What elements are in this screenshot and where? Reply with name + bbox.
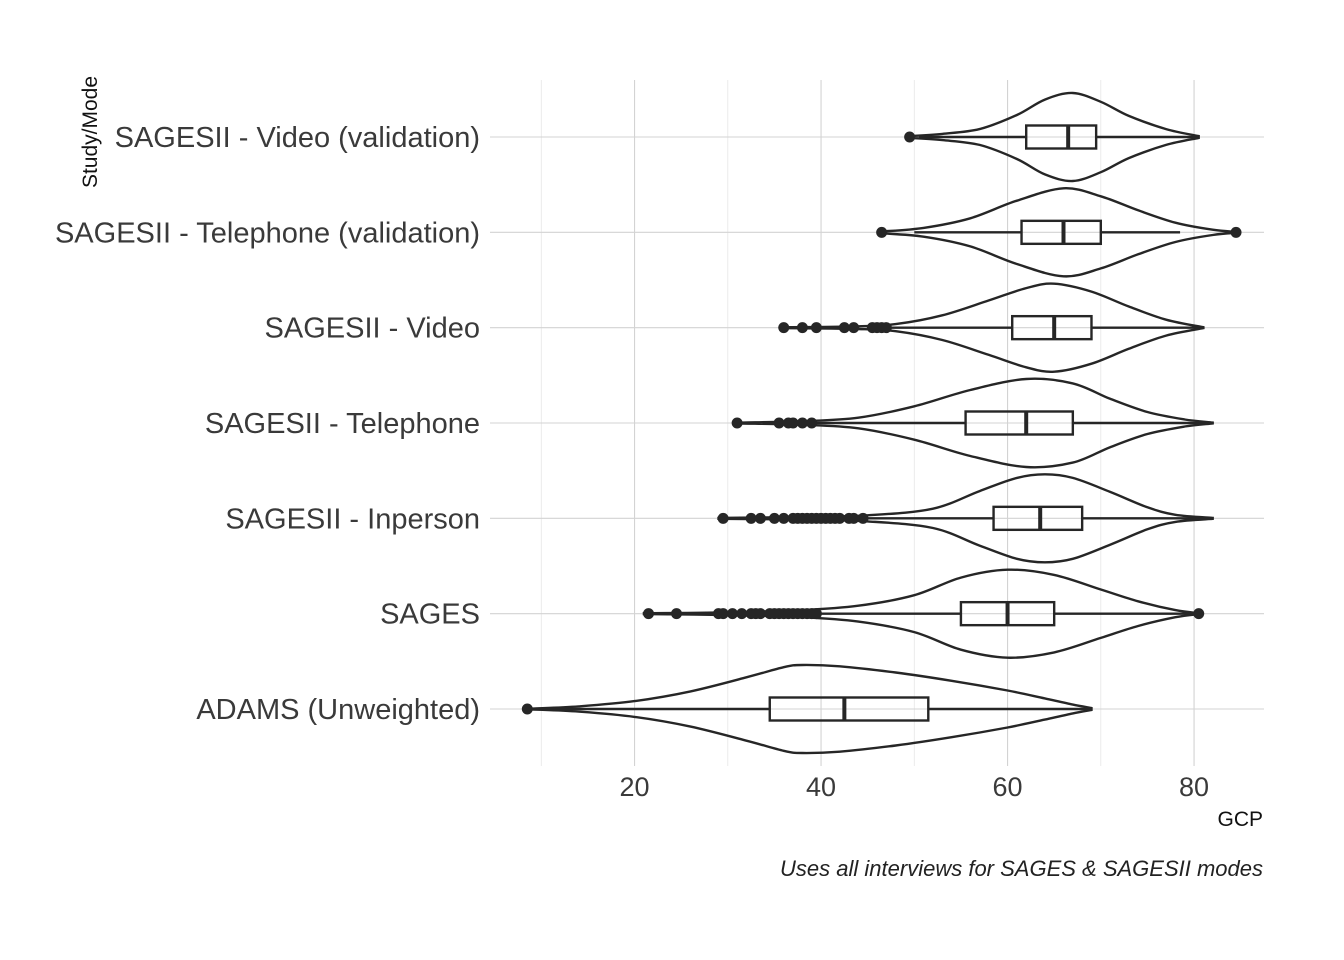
x-tick-label: 80 — [1179, 772, 1209, 802]
outlier-point — [810, 608, 822, 620]
outlier-point — [806, 417, 818, 429]
violin-group — [521, 663, 1093, 755]
outlier-point — [717, 608, 729, 620]
outlier-point — [834, 512, 846, 524]
outlier-point — [904, 131, 916, 143]
caption: Uses all interviews for SAGES & SAGESII … — [780, 856, 1263, 881]
category-label: SAGESII - Inperson — [225, 503, 480, 535]
outlier-point — [1230, 226, 1242, 238]
outlier-point — [1193, 608, 1205, 620]
violin-marks — [521, 91, 1242, 755]
outlier-point — [778, 512, 790, 524]
outlier-point — [857, 512, 869, 524]
outlier-point — [521, 703, 533, 715]
outlier-point — [880, 322, 892, 334]
box — [964, 410, 1075, 436]
violin-group — [642, 568, 1205, 659]
category-label: SAGES — [380, 599, 480, 631]
outlier-point — [754, 608, 766, 620]
outlier-point — [787, 417, 799, 429]
outlier-point — [796, 322, 808, 334]
y-axis-title: Study/Mode — [79, 76, 102, 188]
x-tick-label: 40 — [806, 772, 836, 802]
outlier-point — [768, 512, 780, 524]
box — [1011, 314, 1093, 341]
violin-group — [731, 377, 1214, 469]
outlier-point — [848, 512, 860, 524]
box — [1025, 124, 1098, 150]
outlier-point — [796, 417, 808, 429]
outlier-point — [717, 512, 729, 524]
category-label: SAGESII - Telephone (validation) — [55, 217, 480, 249]
x-tick-label: 60 — [993, 772, 1023, 802]
violin-group — [778, 282, 1205, 373]
outlier-point — [726, 608, 738, 620]
outlier-point — [848, 322, 860, 334]
violin-group — [717, 473, 1214, 564]
outlier-point — [778, 322, 790, 334]
outlier-point — [754, 512, 766, 524]
violin-shape — [530, 663, 1093, 755]
category-label: ADAMS (Unweighted) — [196, 694, 480, 726]
outlier-point — [810, 322, 822, 334]
category-labels: ADAMS (Unweighted) SAGES SAGESII - Inperso… — [55, 122, 480, 726]
outlier-point — [876, 226, 888, 238]
x-axis-title: GCP — [1217, 808, 1263, 831]
outlier-point — [838, 322, 850, 334]
outlier-point — [643, 608, 655, 620]
box — [768, 696, 930, 722]
category-label: SAGESII - Telephone — [205, 408, 480, 440]
outlier-point — [745, 512, 757, 524]
box — [992, 505, 1084, 532]
violin-group — [876, 187, 1242, 278]
violin-group — [904, 91, 1200, 183]
box — [1020, 219, 1103, 246]
category-label: SAGESII - Video (validation) — [115, 122, 480, 154]
outlier-point — [736, 608, 748, 620]
x-tick-label: 20 — [620, 772, 650, 802]
violin-shape — [782, 282, 1205, 373]
category-label: SAGESII - Video — [265, 313, 480, 345]
outlier-point — [671, 608, 683, 620]
x-tick-labels: 20 40 60 80 — [620, 772, 1210, 802]
outlier-point — [731, 417, 743, 429]
outlier-point — [773, 417, 785, 429]
